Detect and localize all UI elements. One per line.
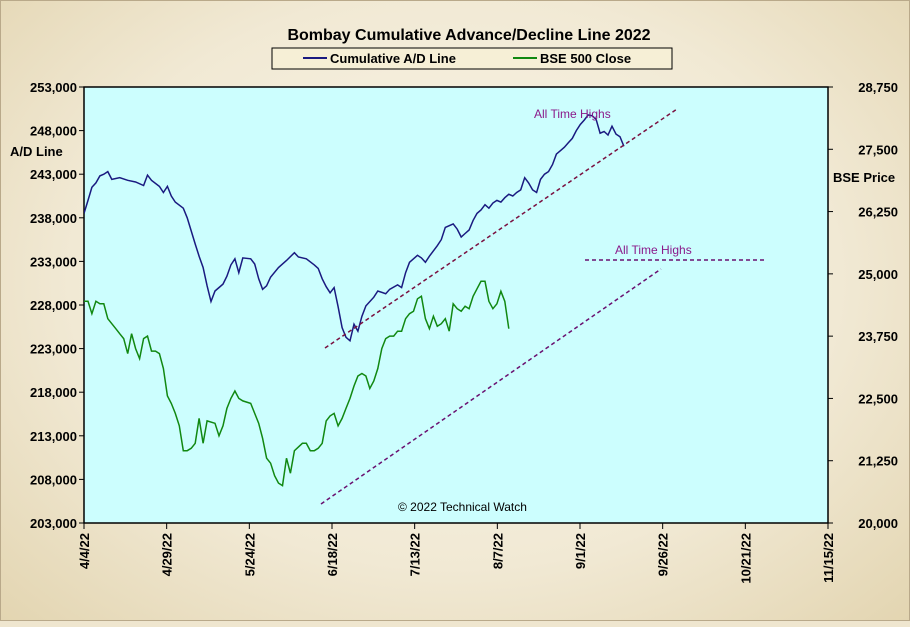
right-axis-tick-label: 21,250: [858, 454, 898, 469]
right-axis-tick-label: 20,000: [858, 516, 898, 531]
right-axis-tick-label: 26,250: [858, 205, 898, 220]
x-axis-tick-label: 9/1/22: [573, 533, 588, 569]
x-axis-tick-label: 6/18/22: [325, 533, 340, 576]
legend-label-bse: BSE 500 Close: [540, 51, 631, 66]
x-axis-tick-label: 10/21/22: [738, 533, 753, 584]
series-line-bse: [84, 280, 510, 487]
x-axis-tick-label: 11/15/22: [821, 533, 836, 583]
left-axis-label: A/D Line: [10, 144, 63, 159]
left-axis-tick-label: 213,000: [30, 429, 77, 444]
trendline-ad: [324, 108, 678, 349]
right-axis-label: BSE Price: [833, 170, 895, 185]
left-axis-tick-label: 228,000: [30, 298, 77, 313]
series-line-ad: [84, 114, 625, 343]
chart-title: Bombay Cumulative Advance/Decline Line 2…: [287, 27, 650, 44]
plot-area: [83, 86, 829, 524]
x-axis: 4/4/22 4/29/22 5/24/22 6/18/22 7/13/22 8/7/22…: [77, 523, 836, 584]
legend-box: [271, 47, 673, 70]
annotation-all-time-highs-bse: All Time Highs: [615, 243, 692, 257]
left-axis-tick-label: 253,000: [30, 80, 77, 95]
left-axis-tick-label: 233,000: [30, 254, 77, 269]
right-axis-tick-label: 27,500: [858, 142, 898, 157]
x-axis-tick-label: 5/24/22: [242, 533, 257, 576]
legend: Cumulative A/D Line BSE 500 Close: [271, 47, 673, 70]
left-axis-tick-label: 208,000: [30, 472, 77, 487]
copyright-text: © 2022 Technical Watch: [398, 500, 527, 514]
left-axis-tick-label: 243,000: [30, 167, 77, 182]
right-axis-tick-label: 22,500: [858, 391, 898, 406]
trendline-bse: [320, 268, 662, 505]
left-axis: 253,000 248,000 243,000 238,000 233,000 228,0…: [30, 80, 84, 531]
left-axis-tick-label: 223,000: [30, 342, 77, 357]
left-axis-tick-label: 238,000: [30, 211, 77, 226]
left-axis-tick-label: 218,000: [30, 385, 77, 400]
right-axis-tick-label: 28,750: [858, 80, 898, 95]
x-axis-tick-label: 4/29/22: [160, 533, 175, 576]
right-axis-tick-label: 25,000: [858, 267, 898, 282]
x-axis-tick-label: 9/26/22: [656, 533, 671, 576]
left-axis-tick-label: 248,000: [30, 124, 77, 139]
x-axis-tick-label: 4/4/22: [77, 533, 92, 569]
x-axis-tick-label: 7/13/22: [408, 533, 423, 576]
annotation-all-time-highs-ad: All Time Highs: [534, 107, 611, 121]
left-axis-tick-label: 203,000: [30, 516, 77, 531]
x-axis-tick-label: 8/7/22: [490, 533, 505, 569]
right-axis: 28,750 27,500 26,250 25,000 23,750 22,500 21,2…: [828, 80, 898, 531]
right-axis-tick-label: 23,750: [858, 329, 898, 344]
legend-label-ad-line: Cumulative A/D Line: [330, 51, 456, 66]
